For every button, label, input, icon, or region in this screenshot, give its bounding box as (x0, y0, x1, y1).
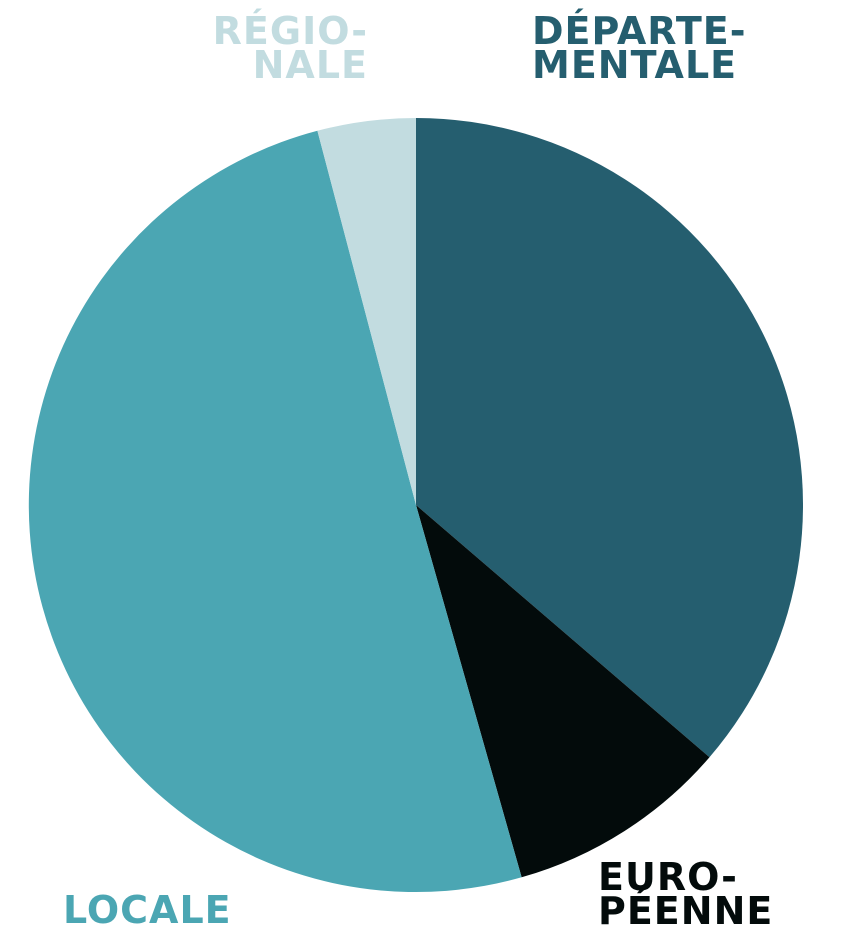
slice-label-locale: LOCALE (63, 888, 232, 932)
pie-slice-régionale (317, 118, 416, 505)
slice-label-departementale-line-1: DÉPARTE- (532, 9, 747, 53)
pie-slices (28, 118, 804, 893)
pie-slice-départementale (416, 118, 804, 758)
slice-label-regionale: RÉGIO- NALE (212, 9, 368, 87)
pie-slice-européenne (416, 505, 710, 878)
slice-label-europeenne-line-2: PÉENNE (598, 889, 774, 933)
slice-label-departementale-line-2: MENTALE (532, 43, 738, 87)
pie-slice-locale (28, 130, 522, 893)
slice-label-europeenne-line-1: EURO- (598, 855, 738, 899)
slice-label-departementale: DÉPARTE- MENTALE (532, 9, 747, 87)
slice-label-regionale-line-1: RÉGIO- (212, 9, 368, 53)
slice-label-locale-line-1: LOCALE (63, 888, 232, 932)
slice-label-regionale-line-2: NALE (252, 43, 368, 87)
slice-label-europeenne: EURO- PÉENNE (598, 855, 774, 933)
